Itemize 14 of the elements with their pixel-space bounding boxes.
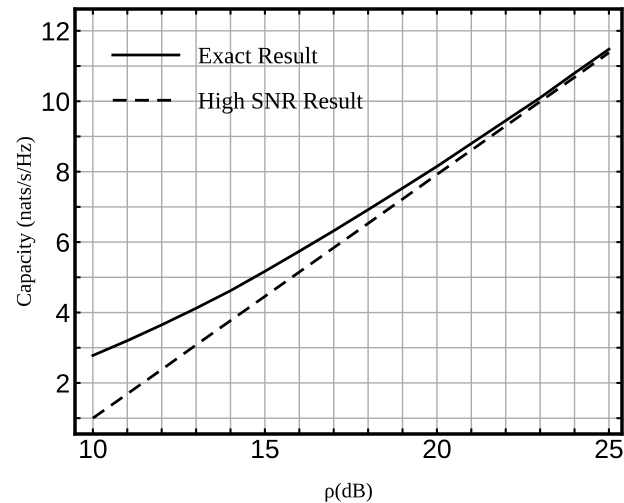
x-tick-label: 10 [80,440,107,458]
y-axis-title: Capacity (nats/s/Hz) [16,137,36,306]
legend-label: Exact Result [198,46,318,64]
y-tick-label: 2 [56,374,69,393]
x-tick-label: 15 [252,440,278,458]
y-tick-label: 4 [56,304,70,322]
y-tick-label: 10 [42,92,70,112]
x-tick-label: 20 [424,440,451,458]
x-tick-label: 25 [596,440,622,458]
legend-label: High SNR Result [198,92,363,114]
y-tick-label: 12 [42,22,69,40]
y-tick-label: 8 [56,162,69,182]
x-axis-title: ρ(dB) [326,482,372,502]
y-tick-label: 6 [56,233,69,252]
